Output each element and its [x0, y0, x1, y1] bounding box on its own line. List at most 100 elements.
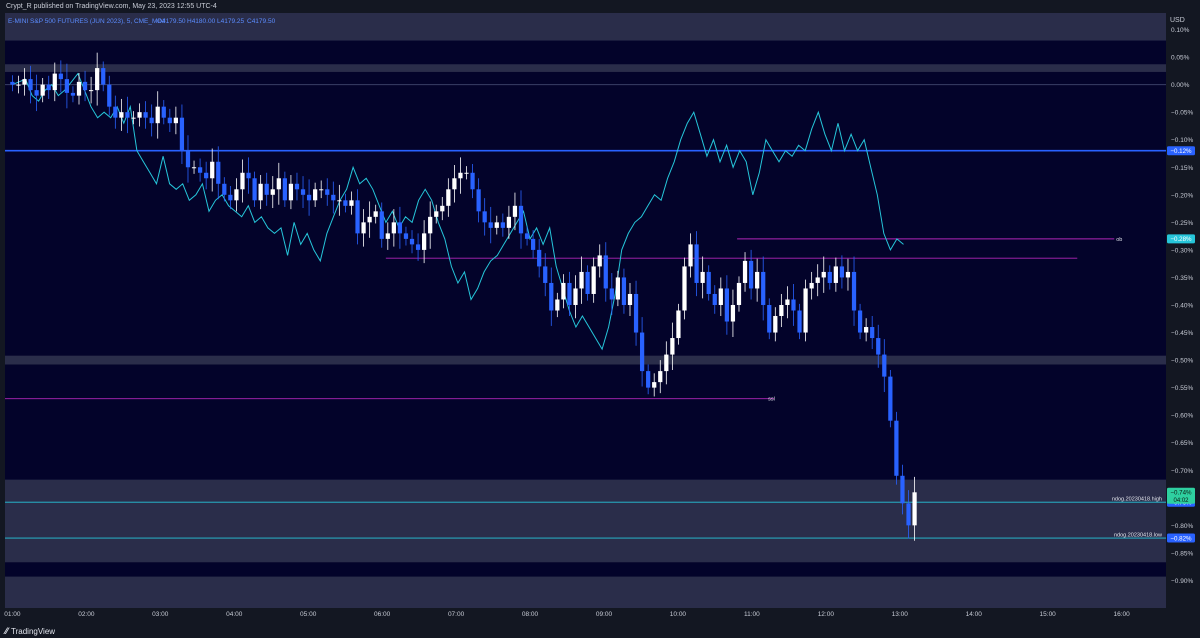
candle-body — [167, 117, 172, 124]
candle-body — [22, 79, 27, 85]
candle-body — [670, 338, 675, 355]
candle-body — [488, 222, 493, 228]
candle-body — [779, 304, 784, 317]
brand-label: TradingView — [11, 626, 56, 636]
candle-body — [452, 178, 457, 190]
candle-body — [240, 172, 245, 190]
candle-body — [82, 81, 88, 91]
candle-body — [561, 282, 566, 300]
candle-body — [882, 354, 887, 377]
candle-body — [736, 282, 742, 305]
candle-body — [821, 271, 826, 278]
candle-body — [591, 266, 596, 294]
candle-body — [16, 84, 21, 86]
candle-body — [428, 216, 433, 234]
candle-body — [28, 79, 33, 91]
candle-body — [294, 183, 300, 190]
candle-body — [161, 106, 166, 118]
candle-body — [791, 299, 796, 311]
candle-body — [458, 172, 463, 179]
candle-body — [197, 167, 203, 173]
candle-body — [767, 304, 772, 333]
candle-body — [415, 244, 421, 250]
x-tick-label: 15:00 — [1040, 611, 1057, 618]
y-tick-label: −0.45% — [1171, 330, 1193, 337]
candle-body — [476, 189, 481, 212]
x-tick-label: 02:00 — [78, 611, 95, 618]
compare-line — [12, 72, 904, 351]
x-tick-label: 08:00 — [522, 611, 539, 618]
candle-body — [633, 293, 639, 333]
price-badges: −0.12%−0.28%−0.76%−0.82%−0.74%04:02 — [1167, 146, 1195, 543]
candle-body — [264, 183, 269, 195]
candle-body — [755, 271, 760, 289]
candle-body — [173, 117, 178, 124]
y-tick-label: −0.70% — [1171, 468, 1193, 475]
candle-body — [288, 183, 294, 201]
candle-body — [627, 293, 633, 305]
candle-body — [833, 266, 838, 283]
candle-body — [912, 492, 917, 526]
candle-body — [34, 90, 39, 96]
candle-body — [95, 68, 100, 91]
y-tick-label: −0.50% — [1171, 358, 1193, 365]
level-label: ndog.20230418.low — [1114, 533, 1162, 539]
publisher-bar: Crypt_R published on TradingView.com, Ma… — [0, 0, 1200, 13]
candle-body — [258, 183, 263, 201]
y-tick-label: −0.55% — [1171, 385, 1193, 392]
candle-body — [658, 371, 663, 383]
tradingview-logo[interactable]: ⁄⁄ TradingView — [5, 626, 55, 636]
bar-countdown-label: 04:02 — [1173, 498, 1189, 504]
candle-body — [306, 194, 312, 201]
x-tick-label: 13:00 — [892, 611, 909, 618]
candle-body — [143, 112, 148, 118]
candle-body — [246, 172, 251, 179]
x-tick-label: 06:00 — [374, 611, 391, 618]
candle-body — [603, 255, 608, 289]
x-tick-label: 16:00 — [1113, 611, 1130, 618]
level-label: ob — [1116, 237, 1122, 243]
zone-box — [5, 479, 1166, 563]
candle-body — [597, 255, 602, 267]
price-badge-label: −0.12% — [1170, 148, 1192, 155]
y-tick-label: 0.05% — [1171, 55, 1190, 62]
candle-body — [343, 200, 348, 206]
y-tick-label: 0.10% — [1171, 27, 1190, 34]
candle-body — [797, 310, 802, 333]
candle-body — [906, 503, 911, 526]
y-tick-label: −0.30% — [1171, 247, 1193, 254]
candle-body — [440, 205, 445, 212]
candle-body — [652, 382, 657, 388]
current-price-badge[interactable] — [1167, 487, 1195, 504]
time-axis[interactable]: 01:00 02:00 03:00 04:00 05:00 06:00 07:00 08:00… — [4, 611, 1130, 618]
legend-low: L4179.25 — [217, 18, 244, 25]
candle-body — [88, 90, 94, 92]
level-label: ssl — [768, 397, 775, 403]
candle-body — [46, 84, 51, 91]
candle-body — [403, 233, 409, 239]
price-axis[interactable]: 0.10% 0.05% 0.00% −0.05% −0.10% −0.15% −0.20% −… — [1171, 27, 1193, 585]
price-badge[interactable] — [1167, 234, 1195, 244]
x-tick-label: 01:00 — [4, 611, 21, 618]
price-badge-label: −0.28% — [1170, 236, 1192, 243]
candle-body — [119, 112, 124, 118]
legend-symbol[interactable]: E-MINI S&P 500 FUTURES (JUN 2023), 5, CM… — [8, 18, 166, 25]
publisher-text: Crypt_R published on TradingView.com, Ma… — [6, 3, 217, 10]
candle-body — [646, 371, 651, 388]
y-tick-label: −0.90% — [1171, 578, 1193, 585]
candle-body — [676, 310, 681, 339]
candle-body — [682, 266, 687, 311]
price-badge[interactable] — [1167, 533, 1195, 543]
price-chart[interactable]: ob ssl ndog.20230418.high ndog.20230418.low… — [0, 13, 1200, 622]
price-badge[interactable] — [1167, 146, 1195, 156]
candle-body — [748, 260, 754, 289]
candle-body — [724, 288, 729, 322]
x-tick-label: 03:00 — [152, 611, 169, 618]
x-tick-label: 09:00 — [596, 611, 613, 618]
candle-body — [216, 161, 221, 184]
candle-body — [137, 112, 142, 118]
current-price-label: −0.74% — [1170, 490, 1192, 497]
x-tick-label: 05:00 — [300, 611, 317, 618]
candle-body — [785, 299, 790, 305]
